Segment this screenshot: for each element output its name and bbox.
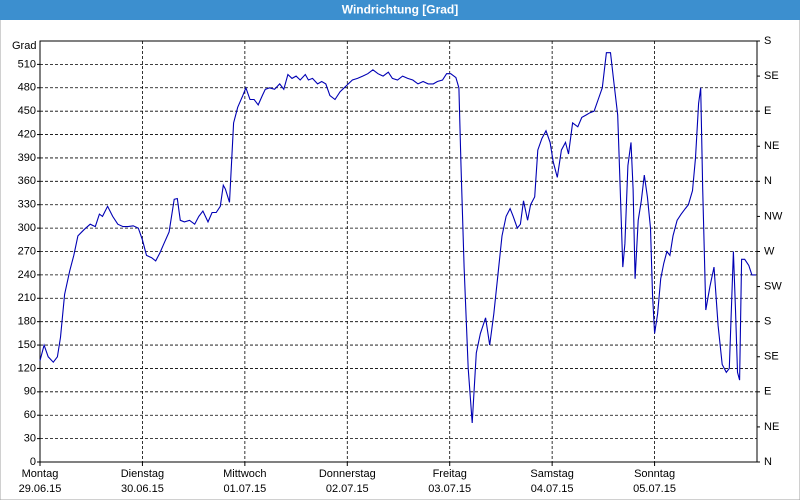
y2-tick-label: SW (764, 280, 782, 292)
y-tick-label: 300 (18, 222, 36, 234)
data-line (39, 52, 756, 424)
title-bar (0, 0, 800, 20)
y-tick-label: 240 (18, 269, 36, 281)
x-tick-date: 02.07.15 (326, 483, 369, 495)
y2-tick-label: S (764, 35, 771, 47)
y-tick-label: 270 (18, 245, 36, 257)
y-tick-label: 480 (18, 82, 36, 94)
x-tick-label: Mittwoch (223, 468, 266, 480)
x-tick-date: 05.07.15 (633, 483, 676, 495)
y-tick-label: 360 (18, 175, 36, 187)
y-tick-label: 420 (18, 128, 36, 140)
y-tick-label: 30 (24, 433, 36, 445)
y-tick-label: 330 (18, 199, 36, 211)
y2-tick-label: N (764, 175, 772, 187)
x-tick-label: Sonntag (634, 468, 675, 480)
y2-tick-label: NE (764, 421, 779, 433)
y2-tick-label: N (764, 456, 772, 468)
y2-tick-label: W (764, 245, 775, 257)
y2-tick-label: SE (764, 351, 779, 363)
x-tick-date: 30.06.15 (121, 483, 164, 495)
x-tick-date: 29.06.15 (19, 483, 62, 495)
x-tick-label: Freitag (433, 468, 467, 480)
y2-tick-label: E (764, 386, 771, 398)
plot-frame (39, 40, 758, 463)
y2-tick-label: S (764, 316, 771, 328)
y-tick-label: 510 (18, 58, 36, 70)
y2-tick-label: SE (764, 70, 779, 82)
y2-tick-label: E (764, 105, 771, 117)
x-tick-label: Donnerstag (319, 468, 376, 480)
x-tick-label: Dienstag (121, 468, 164, 480)
y-tick-label: 150 (18, 339, 36, 351)
x-tick-date: 03.07.15 (428, 483, 471, 495)
y-axis-label: Grad (12, 40, 36, 52)
y-tick-label: 450 (18, 105, 36, 117)
x-tick-date: 01.07.15 (223, 483, 266, 495)
y-tick-label: 0 (30, 456, 36, 468)
y-tick-label: 210 (18, 292, 36, 304)
y-tick-label: 390 (18, 152, 36, 164)
y-tick-label: 90 (24, 386, 36, 398)
y-tick-label: 180 (18, 316, 36, 328)
y-tick-label: 60 (24, 409, 36, 421)
x-tick-date: 04.07.15 (531, 483, 574, 495)
y2-tick-label: NW (764, 210, 783, 222)
chart-title: Windrichtung [Grad] (342, 3, 459, 17)
y2-tick-label: NE (764, 140, 779, 152)
y-tick-label: 120 (18, 362, 36, 374)
x-tick-label: Samstag (530, 468, 573, 480)
x-tick-label: Montag (22, 468, 59, 480)
